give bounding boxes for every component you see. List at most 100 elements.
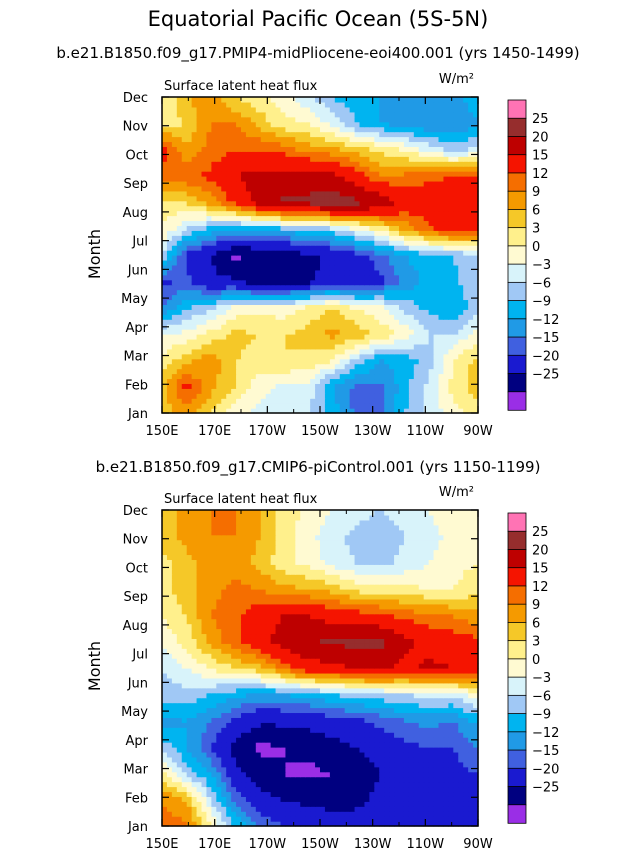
heatmap-cell xyxy=(305,353,311,360)
heatmap-cell xyxy=(320,343,326,350)
heatmap-cell xyxy=(295,126,301,133)
heatmap-cell xyxy=(369,791,375,797)
heatmap-cell xyxy=(428,343,435,350)
heatmap-cell xyxy=(216,358,222,365)
heatmap-cell xyxy=(458,304,464,310)
heatmap-cell xyxy=(374,378,380,384)
heatmap-cell xyxy=(260,210,267,217)
heatmap-cell xyxy=(255,338,262,345)
heatmap-cell xyxy=(211,786,217,793)
heatmap-cell xyxy=(305,806,311,812)
x-tick-labels: 150E 170E 170W 150W 130W 110W 90W xyxy=(145,424,492,439)
heatmap-cell xyxy=(403,215,410,222)
heatmap-cell xyxy=(196,121,203,128)
heatmap-cell xyxy=(324,230,331,236)
heatmap-cell xyxy=(231,393,237,399)
heatmap-cell xyxy=(196,200,203,207)
heatmap-cell xyxy=(379,299,385,305)
heatmap-cell xyxy=(315,185,321,192)
heatmap-cell xyxy=(374,111,380,118)
heatmap-cell xyxy=(290,408,296,414)
heatmap-cell xyxy=(236,106,242,113)
heatmap-cell xyxy=(245,766,252,773)
heatmap-cell xyxy=(418,358,425,365)
y-axis-label: Month xyxy=(85,641,104,691)
heatmap-cell xyxy=(260,806,267,812)
heatmap-cell xyxy=(216,161,222,167)
heatmap-cell xyxy=(423,116,430,123)
heatmap-cell xyxy=(384,806,390,812)
heatmap-cell xyxy=(196,284,203,291)
heatmap-cell xyxy=(265,408,272,414)
heatmap-cell xyxy=(369,811,375,817)
heatmap-cell xyxy=(458,151,464,157)
heatmap-cell xyxy=(285,161,291,167)
heatmap-cell xyxy=(433,255,440,261)
heatmap-cell xyxy=(344,299,351,305)
heatmap-cell xyxy=(369,146,375,152)
heatmap-cell xyxy=(166,319,173,325)
heatmap-cell xyxy=(176,383,183,389)
heatmap-cell xyxy=(196,368,203,375)
heatmap-cell xyxy=(374,131,380,138)
heatmap-cell xyxy=(364,319,370,325)
heatmap-cell xyxy=(181,131,188,138)
heatmap-cell xyxy=(176,761,183,768)
heatmap-cell xyxy=(305,136,311,143)
heatmap-cell xyxy=(270,816,277,822)
heatmap-cell xyxy=(448,353,454,360)
heatmap-cell xyxy=(438,245,445,251)
heatmap-cell xyxy=(423,176,430,182)
heatmap-cell xyxy=(359,334,366,340)
heatmap-cell xyxy=(418,250,425,256)
heatmap-cell xyxy=(191,816,198,822)
heatmap-cell xyxy=(320,781,326,788)
heatmap-cell xyxy=(384,766,390,773)
heatmap-cell xyxy=(250,111,257,118)
heatmap-cell xyxy=(334,259,341,266)
heatmap-cell xyxy=(349,161,356,167)
heatmap-cell xyxy=(236,245,242,251)
heatmap-cell xyxy=(221,806,227,812)
heatmap-cell xyxy=(374,309,380,315)
heatmap-cell xyxy=(280,215,287,222)
heatmap-cell xyxy=(468,255,474,261)
heatmap-cell xyxy=(166,338,173,345)
heatmap-cell xyxy=(468,383,474,389)
heatmap-cell xyxy=(260,348,267,355)
heatmap-cell xyxy=(344,215,351,222)
heatmap-cell xyxy=(310,220,316,226)
heatmap-cell xyxy=(285,284,291,291)
heatmap-cell xyxy=(166,761,173,768)
heatmap-cell xyxy=(265,284,272,291)
heatmap-cell xyxy=(354,259,361,266)
heatmap-cell xyxy=(226,791,232,797)
heatmap-cell xyxy=(285,116,291,123)
heatmap-cell xyxy=(458,279,464,286)
heatmap-cell xyxy=(275,821,282,827)
heatmap-cell xyxy=(468,190,474,197)
heatmap-cell xyxy=(379,235,385,241)
heatmap-cell xyxy=(216,121,222,128)
heatmap-cell xyxy=(275,314,282,320)
heatmap-cell xyxy=(428,771,435,778)
heatmap-cell xyxy=(300,309,306,315)
heatmap-cell xyxy=(265,180,272,187)
heatmap-cell xyxy=(423,348,430,355)
heatmap-cell xyxy=(394,121,400,128)
heatmap-cell xyxy=(166,348,173,355)
heatmap-cell xyxy=(448,811,454,817)
heatmap-cell xyxy=(448,161,454,167)
heatmap-cell xyxy=(384,791,390,797)
heatmap-cell xyxy=(463,264,469,271)
heatmap-cell xyxy=(216,766,222,773)
heatmap-cell xyxy=(295,289,301,296)
heatmap-cell xyxy=(305,816,311,822)
heatmap-cell xyxy=(211,259,217,266)
heatmap-cell xyxy=(364,781,370,788)
heatmap-cell xyxy=(255,796,262,802)
heatmap-cell xyxy=(403,205,410,212)
heatmap-cell xyxy=(275,289,282,296)
heatmap-cell xyxy=(315,821,321,827)
heatmap-cell xyxy=(221,185,227,192)
